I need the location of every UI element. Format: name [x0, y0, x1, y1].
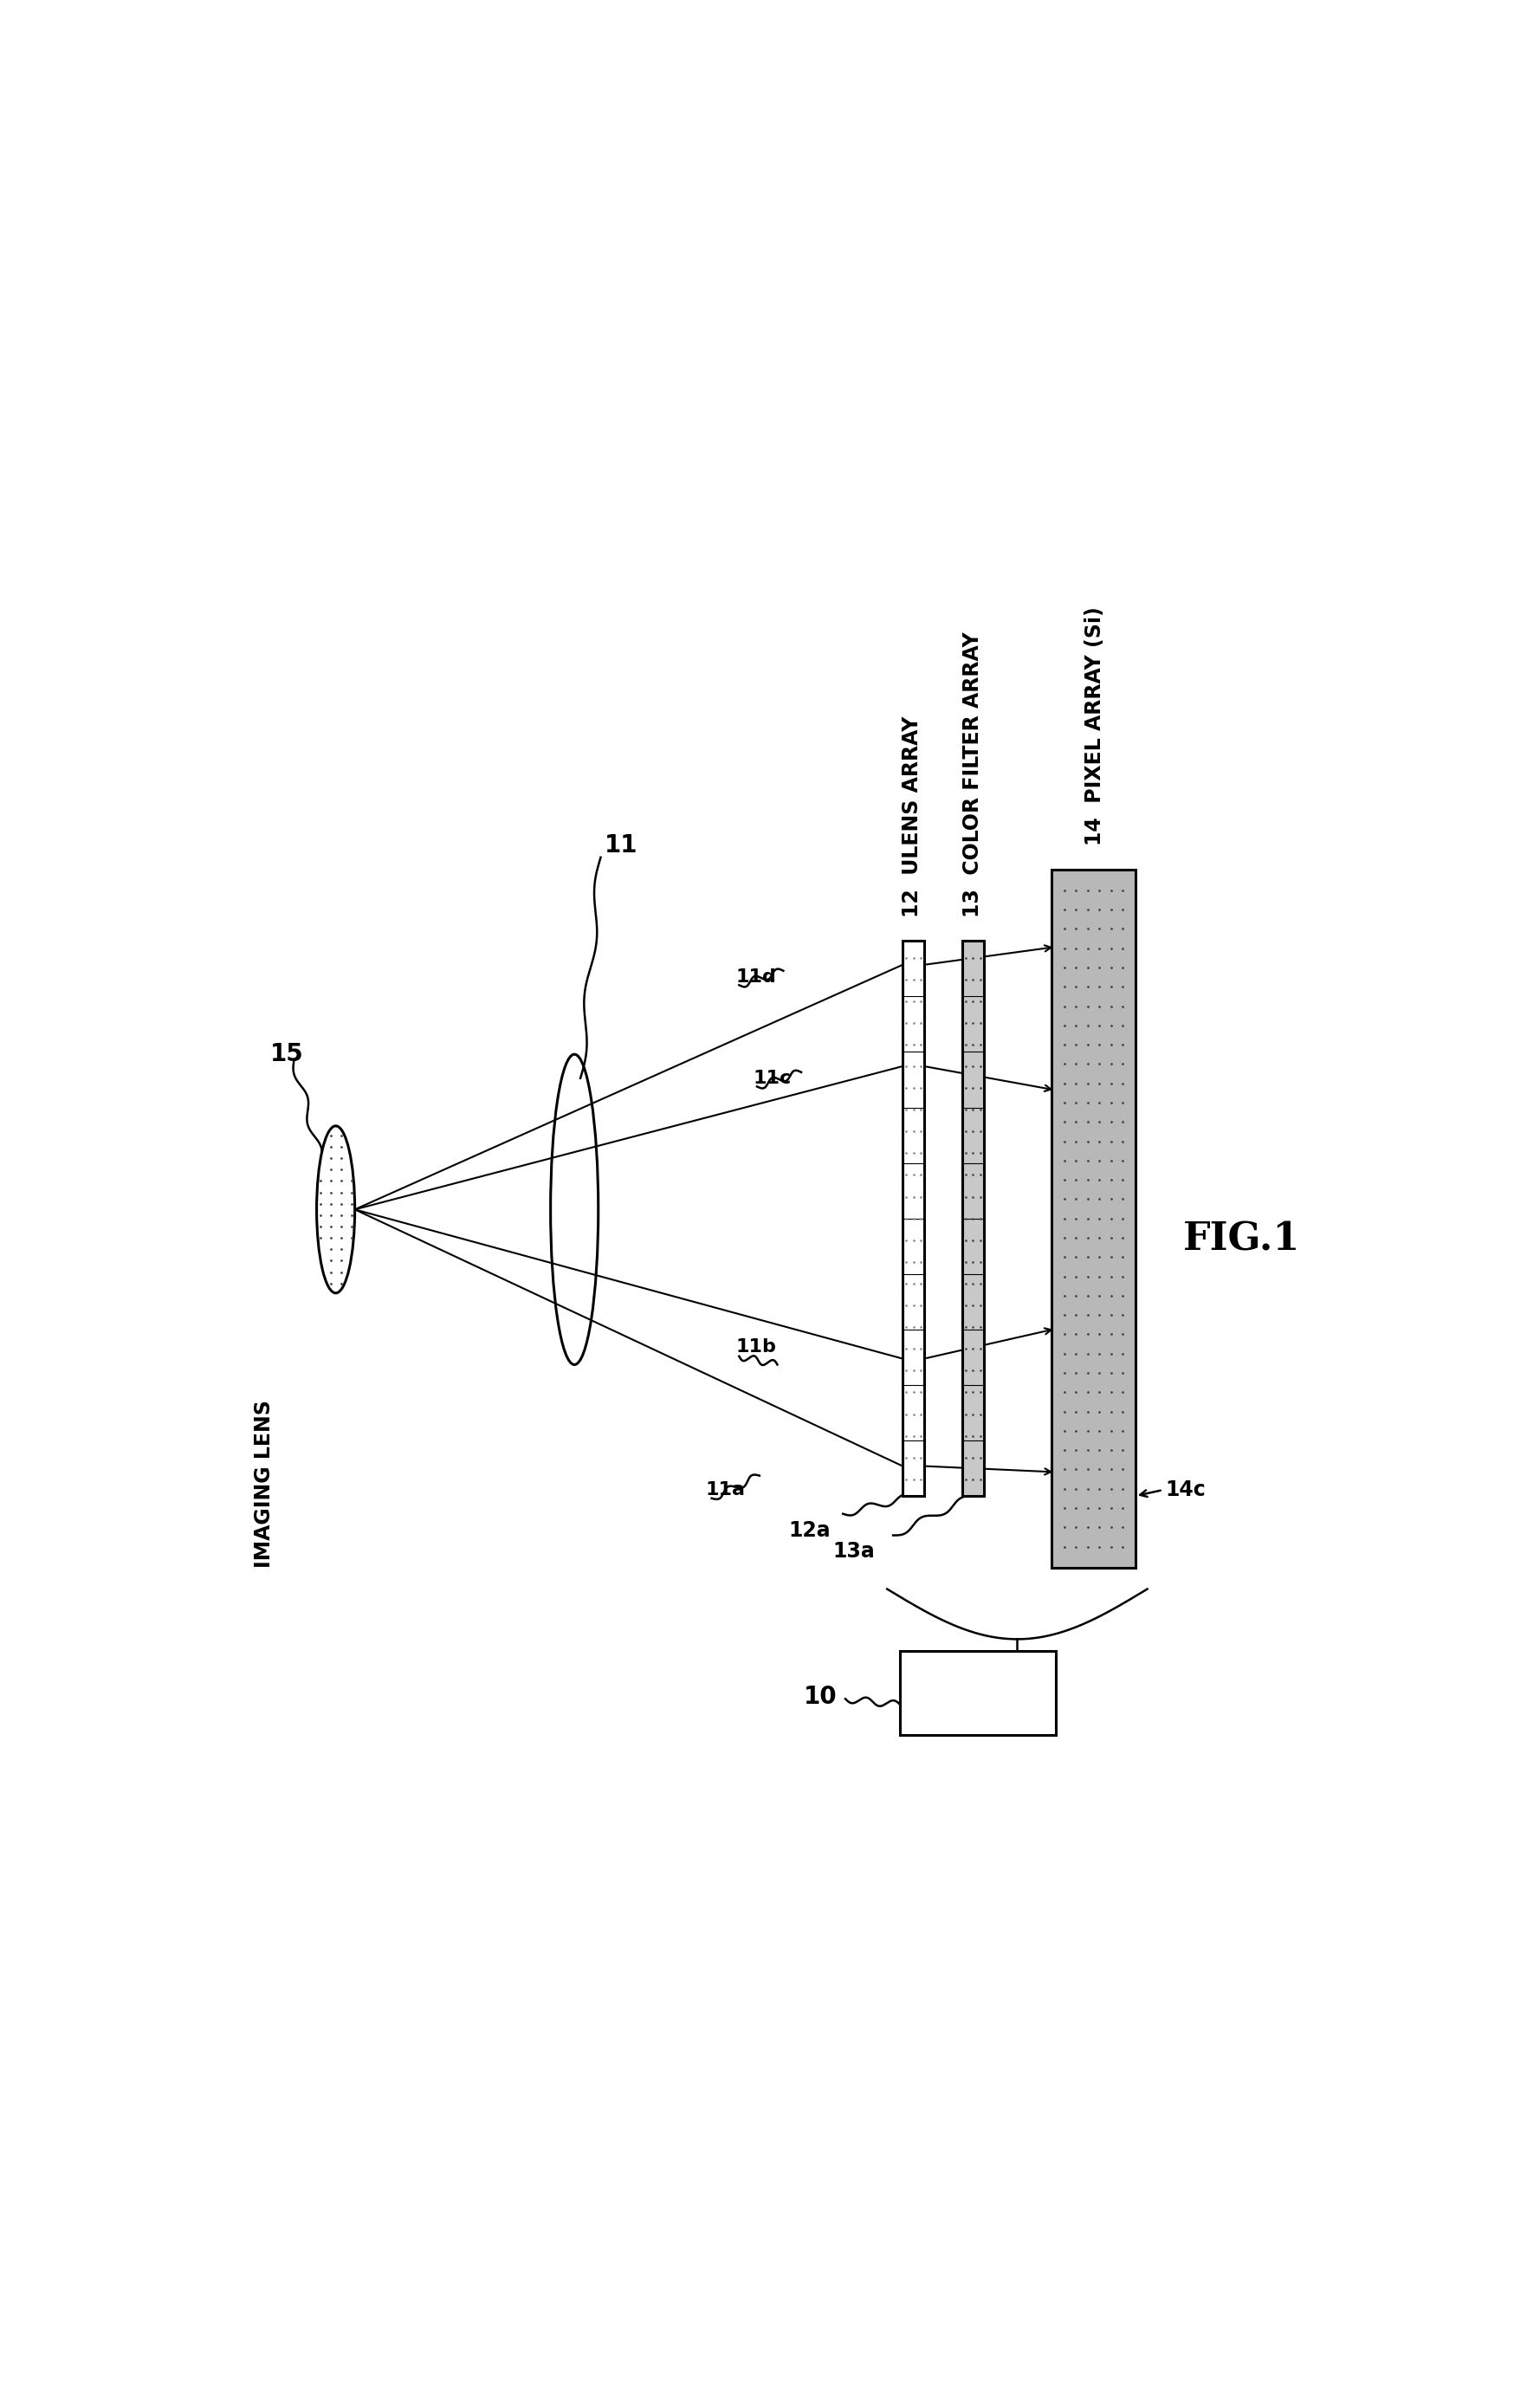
- Bar: [1052, 869, 1135, 1569]
- Ellipse shape: [317, 1126, 354, 1293]
- Text: 11a: 11a: [705, 1480, 745, 1499]
- Text: 14  PIXEL ARRAY (Si): 14 PIXEL ARRAY (Si): [1084, 606, 1106, 845]
- FancyBboxPatch shape: [901, 1650, 1055, 1734]
- Text: IMAGE
SENSOR: IMAGE SENSOR: [930, 1669, 1024, 1717]
- Text: FIG.1: FIG.1: [1183, 1221, 1300, 1257]
- Bar: [962, 941, 984, 1497]
- Text: 11c: 11c: [753, 1071, 792, 1087]
- Text: 13  COLOR FILTER ARRAY: 13 COLOR FILTER ARRAY: [962, 632, 984, 917]
- Text: 11: 11: [604, 833, 638, 857]
- Text: 13a: 13a: [833, 1542, 875, 1562]
- Text: 11b: 11b: [736, 1339, 776, 1356]
- Text: 15: 15: [270, 1042, 303, 1066]
- Text: 12  ULENS ARRAY: 12 ULENS ARRAY: [902, 716, 922, 917]
- Text: 14c: 14c: [1166, 1480, 1206, 1499]
- Text: IMAGING LENS: IMAGING LENS: [254, 1401, 274, 1569]
- Text: 10: 10: [804, 1684, 838, 1708]
- Text: 12a: 12a: [788, 1521, 832, 1540]
- Bar: [902, 941, 924, 1497]
- Text: 11d: 11d: [736, 968, 776, 984]
